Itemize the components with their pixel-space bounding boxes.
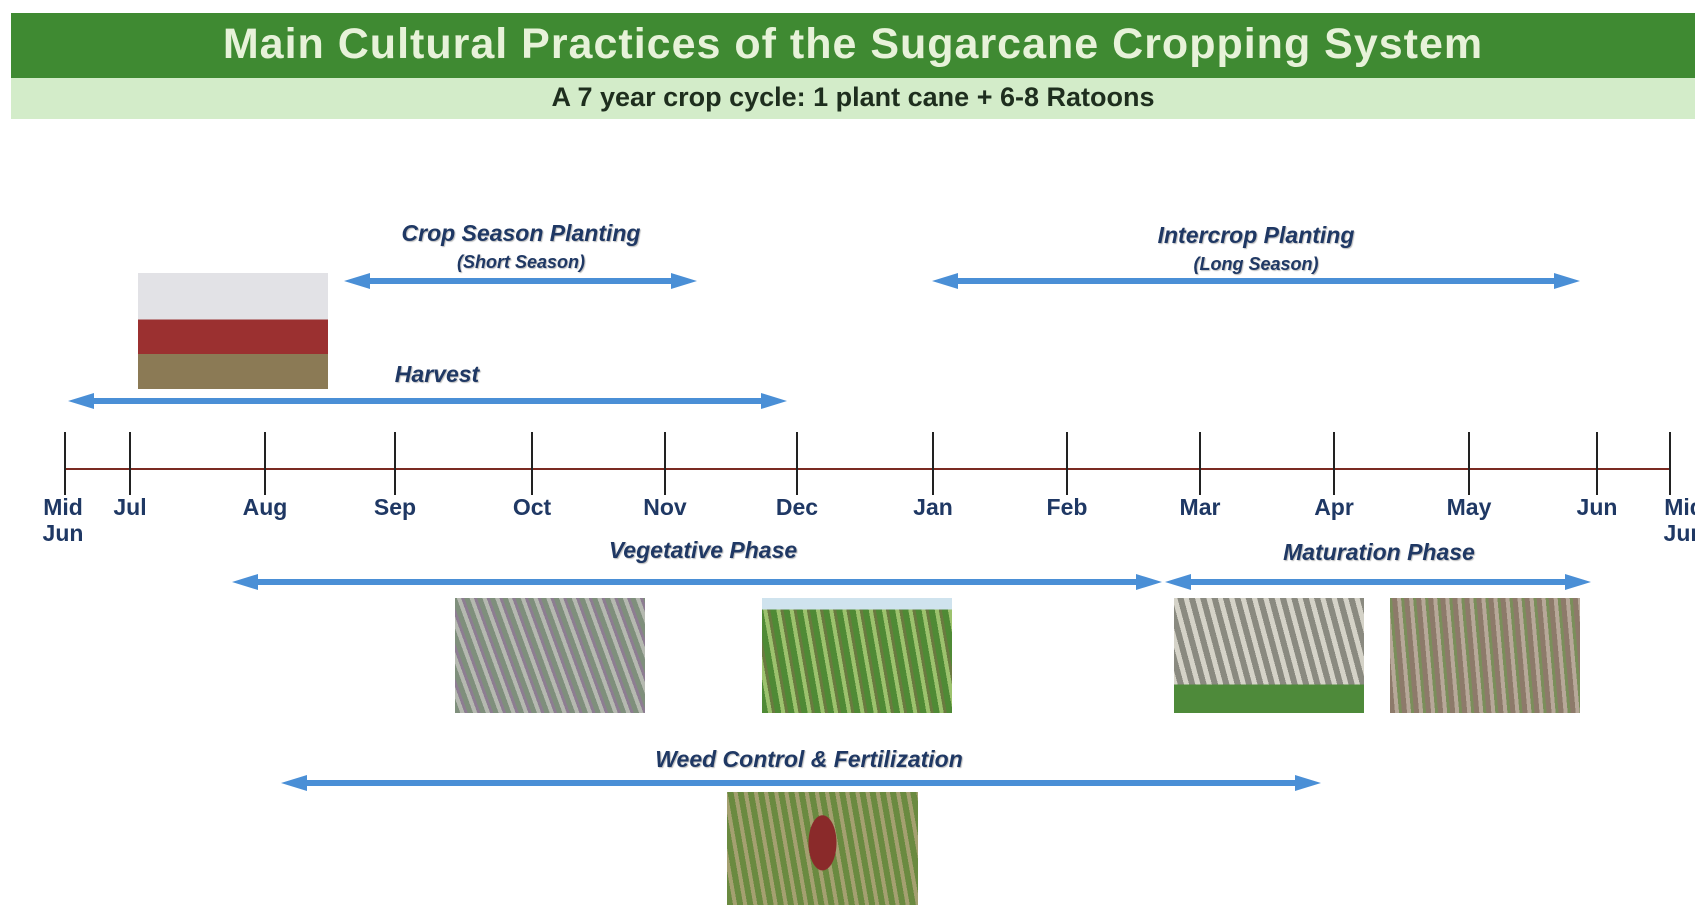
arrow	[281, 775, 1321, 791]
period-label: Weed Control & Fertilization	[655, 746, 963, 773]
arrow	[1165, 574, 1591, 590]
tick-label: Sep	[370, 494, 420, 520]
tick-label: Oct	[507, 494, 557, 520]
period-note: (Long Season)	[1194, 254, 1319, 275]
arrow	[932, 273, 1580, 289]
tick-label: Jun	[1572, 494, 1622, 520]
tick-label: Jan	[908, 494, 958, 520]
tick-label: Dec	[772, 494, 822, 520]
period-label: Vegetative Phase	[609, 537, 797, 564]
tick-label: May	[1444, 494, 1494, 520]
tick-label: Apr	[1309, 494, 1359, 520]
period-label: Crop Season Planting	[402, 220, 641, 247]
tick-label: Feb	[1042, 494, 1092, 520]
diagram: Main Cultural Practices of the Sugarcane…	[0, 0, 1695, 905]
period-label: Intercrop Planting	[1158, 222, 1355, 249]
tick-label: Aug	[240, 494, 290, 520]
arrow	[344, 273, 697, 289]
period-label: Maturation Phase	[1283, 539, 1475, 566]
arrow	[232, 574, 1162, 590]
period-label: Harvest	[395, 361, 479, 388]
tick-label: Jul	[105, 494, 155, 520]
period-note: (Short Season)	[457, 252, 585, 273]
tick-label: Mid Jun	[38, 494, 88, 546]
arrow	[68, 393, 787, 409]
tick-label: Nov	[640, 494, 690, 520]
tick-label: Mid Jun	[1659, 494, 1695, 546]
tick-label: Mar	[1175, 494, 1225, 520]
